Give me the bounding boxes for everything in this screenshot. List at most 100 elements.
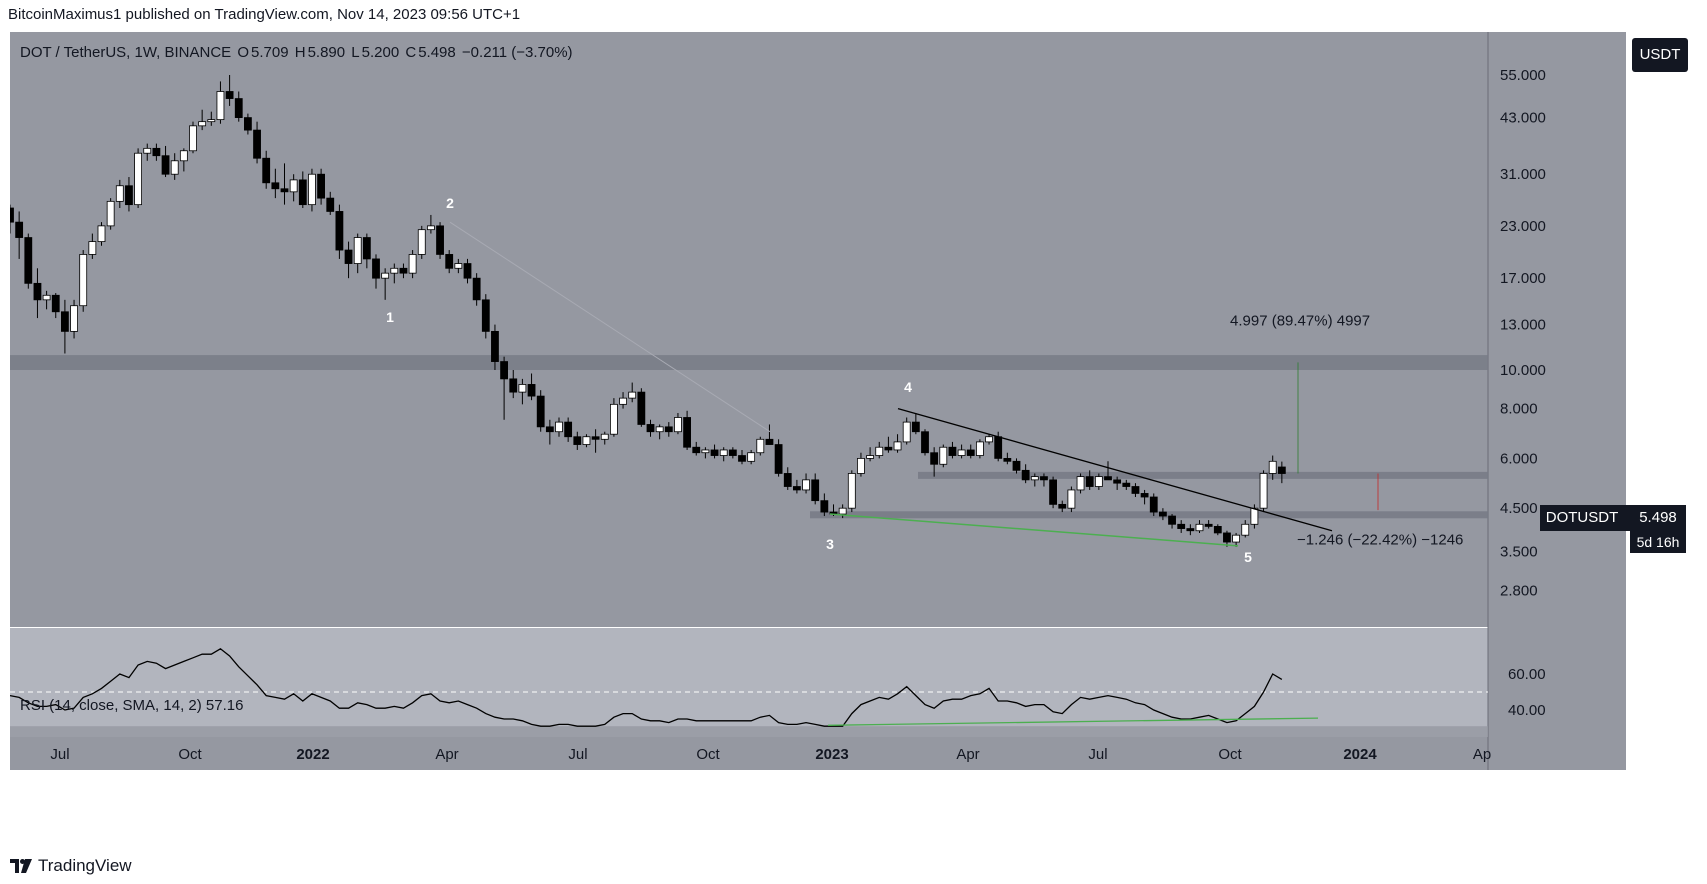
resistance-zone — [10, 355, 1488, 370]
y-tick-label: 55.000 — [1500, 67, 1546, 84]
candle — [1177, 520, 1186, 533]
candle-body — [152, 147, 161, 157]
candle-body — [646, 424, 655, 433]
y-tick-label: 10.000 — [1500, 362, 1546, 379]
candle-body — [1223, 532, 1231, 543]
candle-body — [399, 267, 408, 274]
candle — [1040, 473, 1048, 487]
candle — [509, 370, 518, 399]
y-tick-label: 17.000 — [1500, 270, 1546, 287]
candle-body — [1122, 482, 1131, 487]
candle-body — [1076, 476, 1085, 491]
candle-body — [976, 441, 984, 456]
candle-body — [198, 121, 207, 127]
candle — [42, 290, 51, 310]
candle-body — [161, 155, 170, 175]
candle-body — [234, 98, 243, 118]
candle-body — [426, 225, 435, 231]
candle-body — [939, 446, 948, 465]
candle — [774, 439, 783, 477]
candle-body — [930, 452, 939, 465]
bar-countdown: 5d 16h — [1630, 531, 1686, 553]
y-tick-label: 43.000 — [1500, 110, 1546, 127]
candle — [610, 398, 618, 437]
candle-body — [216, 91, 225, 121]
candle — [811, 473, 820, 505]
candle-body — [390, 267, 399, 274]
candle — [234, 91, 243, 122]
x-tick-label: Ap — [1473, 746, 1491, 763]
candle-body — [957, 449, 966, 456]
candle — [1131, 483, 1140, 498]
rsi-tick-label: 40.00 — [1508, 702, 1546, 719]
candle — [646, 419, 655, 437]
candle — [216, 81, 225, 124]
candle — [884, 436, 893, 453]
candle — [61, 299, 69, 354]
candle — [628, 382, 637, 403]
candle-body — [610, 403, 618, 435]
candle — [51, 293, 60, 319]
candle-body — [866, 455, 874, 459]
candle-body — [317, 173, 326, 199]
footer-brand[interactable]: TradingView — [10, 856, 132, 876]
candle-body — [125, 185, 133, 206]
candle-body — [335, 211, 344, 251]
candle-body — [948, 446, 957, 456]
candle-body — [555, 421, 563, 433]
candle-body — [847, 473, 856, 509]
x-tick-label: Jul — [1088, 746, 1107, 763]
candle — [1113, 476, 1122, 490]
candle-body — [115, 185, 124, 202]
candle-body — [481, 299, 490, 332]
candle — [902, 417, 911, 445]
currency-button[interactable]: USDT — [1632, 38, 1688, 72]
chart-area[interactable]: 55.000 43.000 31.000 23.000 17.000 13.000 10.0… — [6, 32, 1626, 842]
support-trendline — [829, 513, 1239, 547]
candle-body — [701, 449, 710, 454]
candle-body — [79, 254, 88, 307]
candle-body — [719, 449, 728, 456]
wave-connector-line — [449, 221, 771, 433]
y-tick-label: 13.000 — [1500, 317, 1546, 334]
candle — [1168, 514, 1176, 529]
x-tick-label: 2024 — [1343, 746, 1377, 763]
price-chart[interactable]: 55.000 43.000 31.000 23.000 17.000 13.000 10.0… — [6, 32, 1626, 842]
x-tick-label: Oct — [1218, 746, 1242, 763]
candle — [253, 121, 261, 164]
candle — [518, 378, 527, 405]
candle — [1030, 473, 1039, 487]
candle-body — [417, 229, 426, 255]
candle-body — [1213, 526, 1222, 534]
candle — [445, 250, 454, 274]
candle — [966, 444, 975, 459]
candle — [436, 222, 444, 259]
candle — [1213, 524, 1222, 536]
rsi-legend-label: RSI (14, close, SMA, 14, 2) — [20, 697, 202, 714]
candle — [372, 254, 380, 289]
candle-body — [308, 173, 316, 206]
candle — [802, 473, 810, 494]
candle — [500, 356, 509, 420]
candle — [1067, 486, 1076, 513]
candle-body — [70, 305, 78, 332]
candle-body — [811, 479, 820, 502]
candle — [179, 148, 188, 172]
x-tick-label: Oct — [178, 746, 202, 763]
candle-body — [911, 421, 920, 433]
candle — [582, 434, 591, 448]
footer-brand-text: TradingView — [38, 856, 132, 875]
candle — [289, 174, 298, 202]
legend-high-label: H — [294, 44, 306, 61]
candle-body — [1149, 496, 1158, 513]
candle — [655, 424, 664, 440]
candle-body — [436, 225, 444, 255]
candle-body — [15, 221, 24, 238]
candle — [573, 431, 582, 450]
candle-body — [408, 254, 417, 274]
candle — [298, 171, 307, 209]
candle — [1204, 520, 1213, 529]
candle — [161, 145, 170, 178]
candle — [536, 390, 545, 432]
candle — [527, 373, 536, 401]
